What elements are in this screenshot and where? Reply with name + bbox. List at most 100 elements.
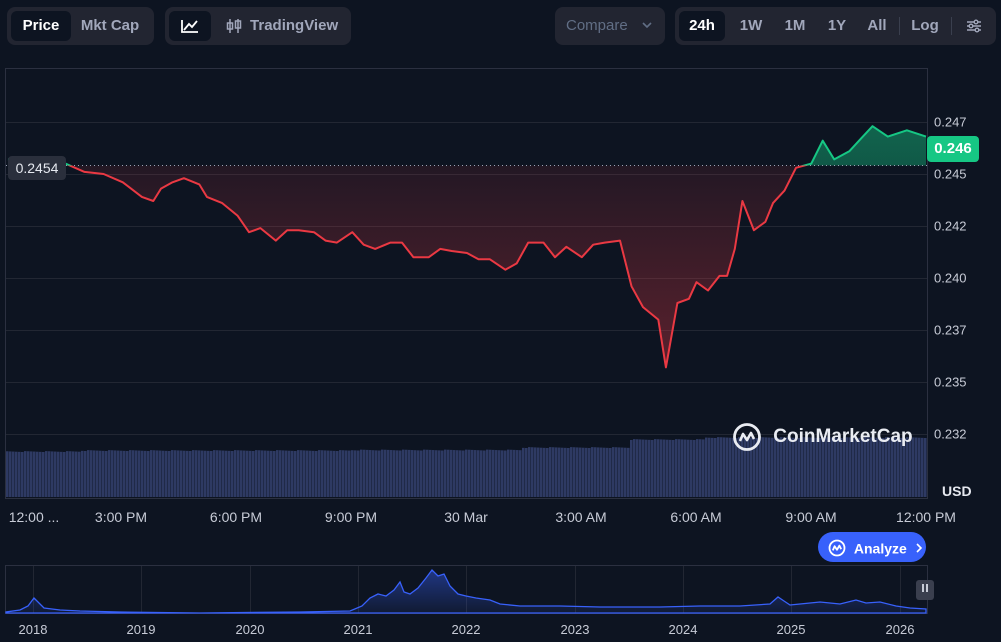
volume-bar [867,437,870,497]
volume-bar [816,437,819,497]
volume-bar [234,450,237,497]
volume-bar [696,439,699,497]
volume-bar [852,437,855,497]
volume-bar [48,451,51,497]
log-button[interactable]: Log [911,17,939,34]
volume-bar [891,437,894,497]
volume-bar [750,437,753,497]
volume-bar [441,450,444,497]
volume-bar [624,447,627,497]
volume-bar [96,450,99,497]
volume-bar [489,449,492,497]
volume-bar [777,438,780,497]
volume-bar [711,437,714,497]
volume-bar [687,439,690,497]
volume-bar [180,450,183,497]
volume-bar [387,449,390,497]
volume-bar [849,437,852,497]
volume-bar [6,451,9,497]
volume-bar [366,449,369,497]
volume-bar [516,450,519,497]
volume-bar [591,447,594,497]
volume-bar [159,450,162,497]
volume-bar [786,437,789,497]
range-1m[interactable]: 1M [784,17,806,34]
volume-bar [576,447,579,497]
volume-bar [348,450,351,497]
volume-bar [759,437,762,497]
volume-bar [618,447,621,497]
volume-bar [372,450,375,497]
volume-bar [390,450,393,497]
navigator-tick-label: 2021 [344,622,373,637]
volume-bar [615,447,618,497]
line-chart-button[interactable] [169,11,211,41]
compare-dropdown[interactable]: Compare [555,7,665,45]
reference-price-tag: 0.2454 [8,156,66,180]
volume-bar [30,451,33,497]
volume-bar [81,450,84,497]
volume-bar [906,437,909,497]
volume-bar [900,437,903,497]
volume-bar [453,450,456,497]
volume-bar [522,447,525,497]
navigator-pause-button[interactable] [916,580,934,600]
volume-bar [276,450,279,497]
volume-bar [327,450,330,497]
volume-bar [912,437,915,497]
navigator-tick-label: 2018 [19,622,48,637]
volume-bar [369,450,372,497]
volume-bar [258,450,261,497]
volume-bar [72,451,75,497]
volume-bar [918,437,921,497]
navigator[interactable]: 2018 2019 2020 2021 2022 2023 2024 2025 2026 [5,565,928,638]
watermark-text: CoinMarketCap [773,426,913,447]
volume-bar [432,450,435,497]
volume-bar [882,438,885,497]
volume-bar [15,451,18,497]
volume-bar [546,448,549,497]
volume-bar [762,437,765,497]
range-all[interactable]: All [867,17,887,34]
volume-bar [483,450,486,497]
volume-bar [285,450,288,497]
volume-bar [237,450,240,497]
volume-bar [636,439,639,497]
volume-bar [765,437,768,497]
toolbar-divider [951,17,952,35]
volume-bar [831,437,834,497]
volume-bar [723,437,726,497]
volume-bar [162,450,165,497]
chevron-right-icon [916,543,922,553]
volume-bar [273,451,276,497]
volume-bar [474,450,477,497]
volume-bar [477,450,480,497]
volume-bar [513,449,516,497]
range-1w[interactable]: 1W [739,17,763,34]
mktcap-tab[interactable]: Mkt Cap [80,17,140,34]
volume-bar [828,437,831,497]
volume-bar [705,437,708,497]
chart-toolbar: Price Mkt Cap TradingView Compare 24h 1W… [0,0,1001,52]
volume-bar [693,440,696,497]
analyze-button[interactable]: Analyze [818,532,926,562]
volume-bar [459,450,462,497]
volume-bar [858,437,861,497]
range-toggle: 24h 1W 1M 1Y All Log [675,7,996,45]
tradingview-button[interactable]: TradingView [217,11,347,41]
volume-bar [411,450,414,497]
volume-bar [45,451,48,497]
volume-bar [78,451,81,497]
volume-bar [510,449,513,497]
range-1y[interactable]: 1Y [827,17,847,34]
range-24h[interactable]: 24h [679,11,725,41]
volume-bar [540,447,543,497]
volume-bar [228,450,231,497]
volume-bar [870,437,873,497]
volume-bar [501,450,504,497]
volume-bar [771,437,774,497]
candlestick-icon [226,19,242,34]
settings-button[interactable] [958,11,990,41]
price-tab[interactable]: Price [11,11,71,41]
